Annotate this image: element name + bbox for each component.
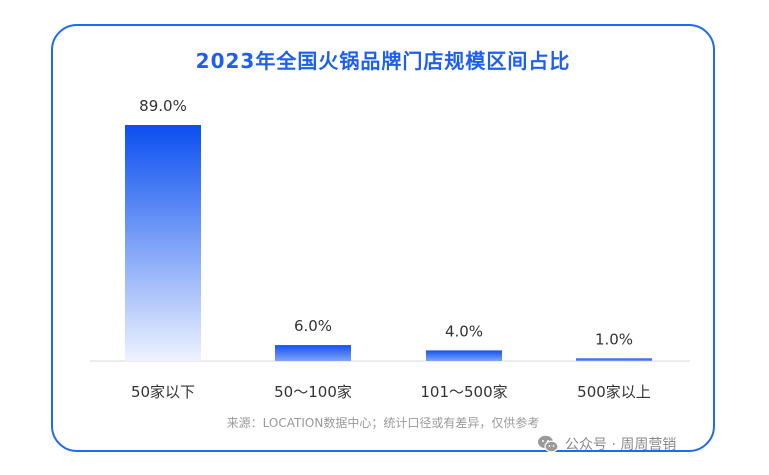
data-label-2: 6.0% [294, 317, 332, 335]
data-label-1: 89.0% [139, 97, 187, 115]
data-label-3: 4.0% [445, 322, 483, 340]
wechat-icon [538, 435, 559, 453]
category-label-2: 50～100家 [274, 383, 352, 401]
category-label-1: 50家以下 [131, 383, 195, 401]
category-label-3: 101～500家 [420, 383, 507, 401]
category-label-4: 500家以上 [577, 383, 651, 401]
data-label-4: 1.0% [595, 330, 633, 348]
bar-3 [426, 350, 502, 361]
bar-2 [275, 345, 351, 361]
source-note: 来源：LOCATION数据中心；统计口径或有差异，仅供参考 [226, 416, 540, 430]
watermark: 公众号 · 周周营销 [537, 433, 676, 455]
watermark-text: 公众号 · 周周营销 [565, 437, 677, 453]
bar-4 [576, 358, 652, 361]
chart-title: 2023年全国火锅品牌门店规模区间占比 [195, 49, 571, 73]
bar-1 [125, 125, 201, 361]
